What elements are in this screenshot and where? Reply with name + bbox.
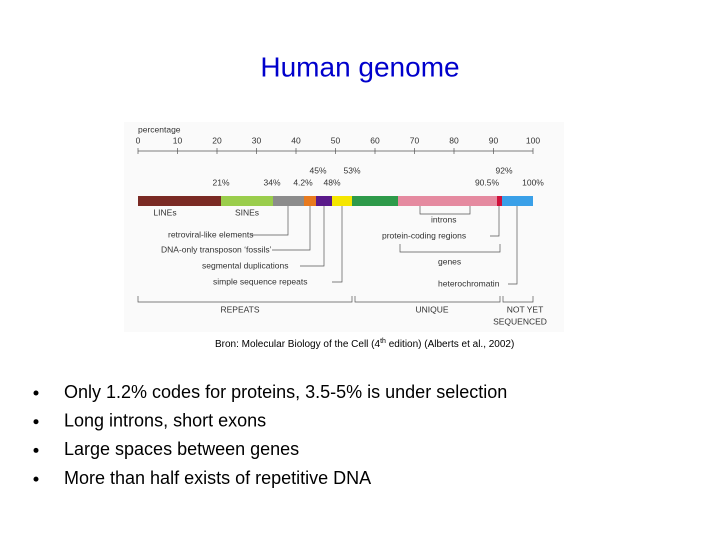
caption-sup: th: [380, 338, 386, 345]
percent-label: 90.5%: [475, 177, 500, 187]
bullet-dot: [33, 447, 39, 453]
percent-label: 45%: [309, 165, 326, 175]
caption: Bron: Molecular Biology of the Cell (4th…: [215, 338, 514, 350]
segment-label: segmental duplications: [202, 260, 288, 270]
group-label: REPEATS: [220, 304, 259, 314]
axis-label: percentage: [138, 124, 181, 134]
percent-label: 4.2%: [293, 177, 313, 187]
segment-label: genes: [438, 256, 461, 266]
segment-label: DNA-only transposon ‘fossils’: [161, 244, 272, 254]
caption-text: Bron: Molecular Biology of the Cell (4: [215, 339, 381, 350]
bar-label: SINEs: [235, 207, 259, 217]
bar-label: LINEs: [153, 207, 176, 217]
bullet-dot: [33, 476, 39, 482]
segment-label: retroviral-like elements: [168, 229, 254, 239]
axis-tick-label: 20: [212, 135, 222, 145]
segment-label: introns: [431, 214, 457, 224]
axis-tick-label: 60: [370, 135, 380, 145]
leader-lines: [137, 206, 534, 303]
axis-tick-label: 0: [136, 135, 141, 145]
axis-tick-label: 40: [291, 135, 301, 145]
segment-label: protein-coding regions: [382, 230, 466, 240]
axis-tick-label: 80: [449, 135, 459, 145]
axis-tick-label: 50: [331, 135, 341, 145]
group-label: SEQUENCED: [493, 316, 547, 326]
bullet-text: More than half exists of repetitive DNA: [64, 468, 371, 488]
segment-label: simple sequence repeats: [213, 276, 308, 286]
percent-label: 100%: [522, 177, 544, 187]
percent-label: 53%: [343, 165, 360, 175]
axis-tick-label: 10: [173, 135, 183, 145]
caption-text: edition) (Alberts et al., 2002): [386, 339, 514, 350]
bullet-text: Long introns, short exons: [64, 410, 266, 430]
percent-label: 34%: [263, 177, 280, 187]
axis-tick-label: 70: [410, 135, 420, 145]
figure-background: [124, 122, 564, 332]
group-label: NOT YET: [507, 304, 544, 314]
axis-tick-label: 100: [526, 135, 540, 145]
percent-label: 21%: [212, 177, 229, 187]
bullet-dot: [33, 390, 39, 396]
segment-label: heterochromatin: [438, 278, 500, 288]
bullet-text: Large spaces between genes: [64, 439, 299, 459]
percent-label: 48%: [323, 177, 340, 187]
axis-tick-label: 30: [252, 135, 262, 145]
group-label: UNIQUE: [415, 304, 448, 314]
slide-title: Human genome: [260, 51, 459, 82]
percent-label: 92%: [495, 165, 512, 175]
axis-tick-label: 90: [489, 135, 499, 145]
bullet-dot: [33, 419, 39, 425]
bullet-text: Only 1.2% codes for proteins, 3.5-5% is …: [64, 382, 507, 402]
bar: [138, 196, 533, 206]
